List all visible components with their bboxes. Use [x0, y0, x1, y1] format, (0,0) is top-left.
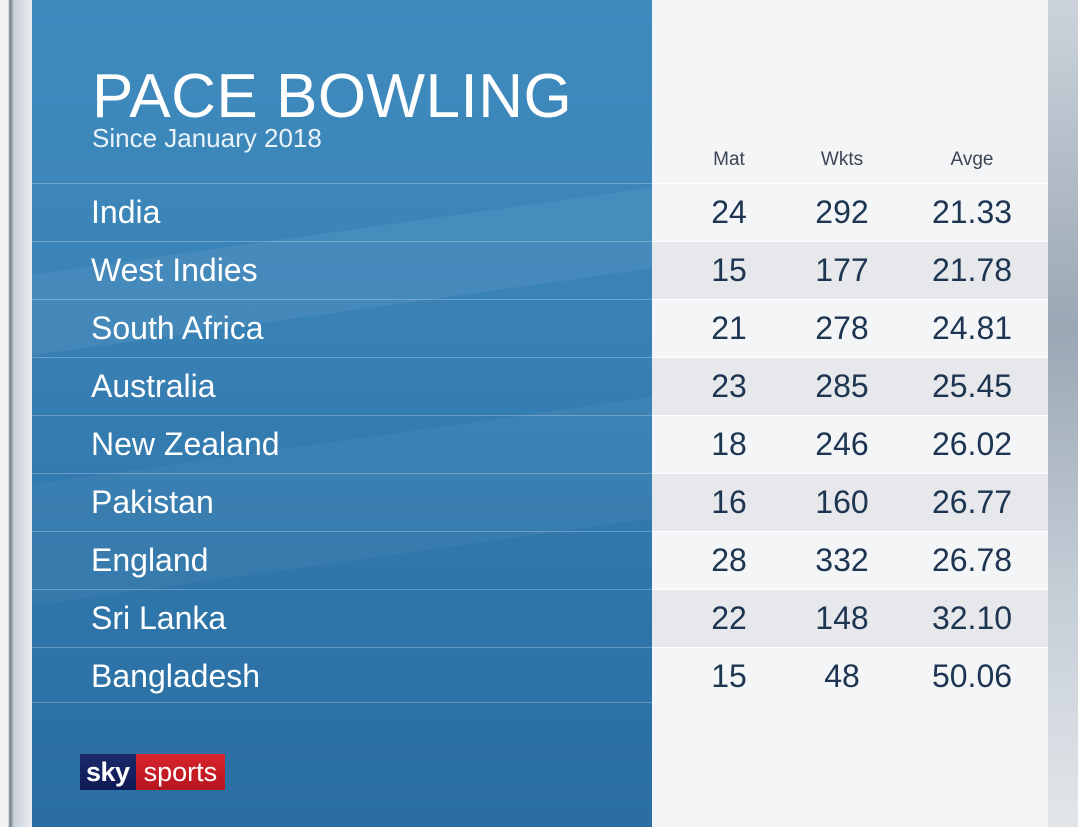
row-left-band — [32, 299, 652, 358]
cell-avge: 21.78 — [931, 252, 1013, 288]
row-right-band — [652, 241, 1048, 300]
chart-subtitle: Since January 2018 — [92, 123, 322, 153]
cell-mat: 18 — [711, 426, 747, 462]
cell-mat: 15 — [711, 252, 747, 288]
cell-wkts: 148 — [815, 600, 869, 636]
cell-mat: 22 — [711, 600, 747, 636]
row-right-band — [652, 415, 1048, 474]
row-right-band — [652, 589, 1048, 648]
cell-avge: 21.33 — [931, 194, 1013, 230]
cell-avge: 25.45 — [931, 368, 1013, 404]
row-right-band — [652, 531, 1048, 590]
cell-avge: 32.10 — [931, 600, 1013, 636]
table-bottom-divider — [32, 702, 652, 703]
table-row: England 28 332 26.78 — [32, 531, 1048, 590]
cell-avge: 50.06 — [931, 658, 1013, 694]
cell-wkts: 292 — [815, 194, 869, 230]
row-right-band — [652, 183, 1048, 242]
column-header-mat: Mat — [713, 149, 745, 170]
team-name: South Africa — [91, 310, 264, 346]
background-right-edge — [1048, 0, 1078, 827]
row-left-band — [32, 183, 652, 242]
row-left-band — [32, 473, 652, 532]
cell-mat: 23 — [711, 368, 747, 404]
row-right-band — [652, 299, 1048, 358]
logo-sky-text: sky — [80, 754, 136, 790]
team-name: Pakistan — [91, 484, 214, 520]
team-panel — [32, 0, 652, 827]
row-right-band — [652, 357, 1048, 416]
cell-avge: 26.77 — [931, 484, 1013, 520]
team-name: West Indies — [91, 252, 258, 288]
cell-mat: 15 — [711, 658, 747, 694]
cell-avge: 26.78 — [931, 542, 1013, 578]
team-name: Bangladesh — [91, 658, 261, 694]
row-left-band — [32, 531, 652, 590]
sky-sports-logo: sky sports — [80, 754, 226, 790]
team-name: England — [91, 542, 209, 578]
logo-sports-text: sports — [135, 754, 226, 790]
cell-mat: 28 — [711, 542, 747, 578]
cell-wkts: 332 — [815, 542, 869, 578]
column-header-wkts: Wkts — [820, 149, 864, 170]
cell-mat: 24 — [711, 194, 747, 230]
row-left-band — [32, 415, 652, 474]
table-row: South Africa 21 278 24.81 — [32, 299, 1048, 358]
cell-mat: 16 — [711, 484, 747, 520]
team-name: New Zealand — [91, 426, 280, 462]
cell-wkts: 285 — [815, 368, 869, 404]
cell-wkts: 48 — [824, 658, 860, 694]
table-row: New Zealand 18 246 26.02 — [32, 415, 1048, 474]
row-left-band — [32, 357, 652, 416]
table-row: Australia 23 285 25.45 — [32, 357, 1048, 416]
row-left-band — [32, 589, 652, 648]
table-row: West Indies 15 177 21.78 — [32, 241, 1048, 300]
cell-wkts: 278 — [815, 310, 869, 346]
row-left-band — [32, 647, 652, 706]
chart-title: PACE BOWLING — [92, 62, 573, 131]
cell-wkts: 160 — [815, 484, 869, 520]
team-name: India — [91, 194, 161, 230]
column-header-avge: Avge — [950, 149, 994, 170]
cell-avge: 24.81 — [931, 310, 1013, 346]
row-right-band — [652, 473, 1048, 532]
cell-wkts: 246 — [815, 426, 869, 462]
cell-wkts: 177 — [815, 252, 869, 288]
cell-avge: 26.02 — [931, 426, 1013, 462]
row-right-band — [652, 647, 1048, 706]
team-name: Sri Lanka — [91, 600, 227, 636]
table-row: India 24 292 21.33 — [32, 183, 1048, 242]
background-left-edge — [0, 0, 32, 827]
table-row: Sri Lanka 22 148 32.10 — [32, 589, 1048, 648]
team-name: Australia — [91, 368, 216, 404]
table-row: Bangladesh 15 48 50.06 — [32, 647, 1048, 706]
table-row: Pakistan 16 160 26.77 — [32, 473, 1048, 532]
cell-mat: 21 — [711, 310, 747, 346]
row-left-band — [32, 241, 652, 300]
